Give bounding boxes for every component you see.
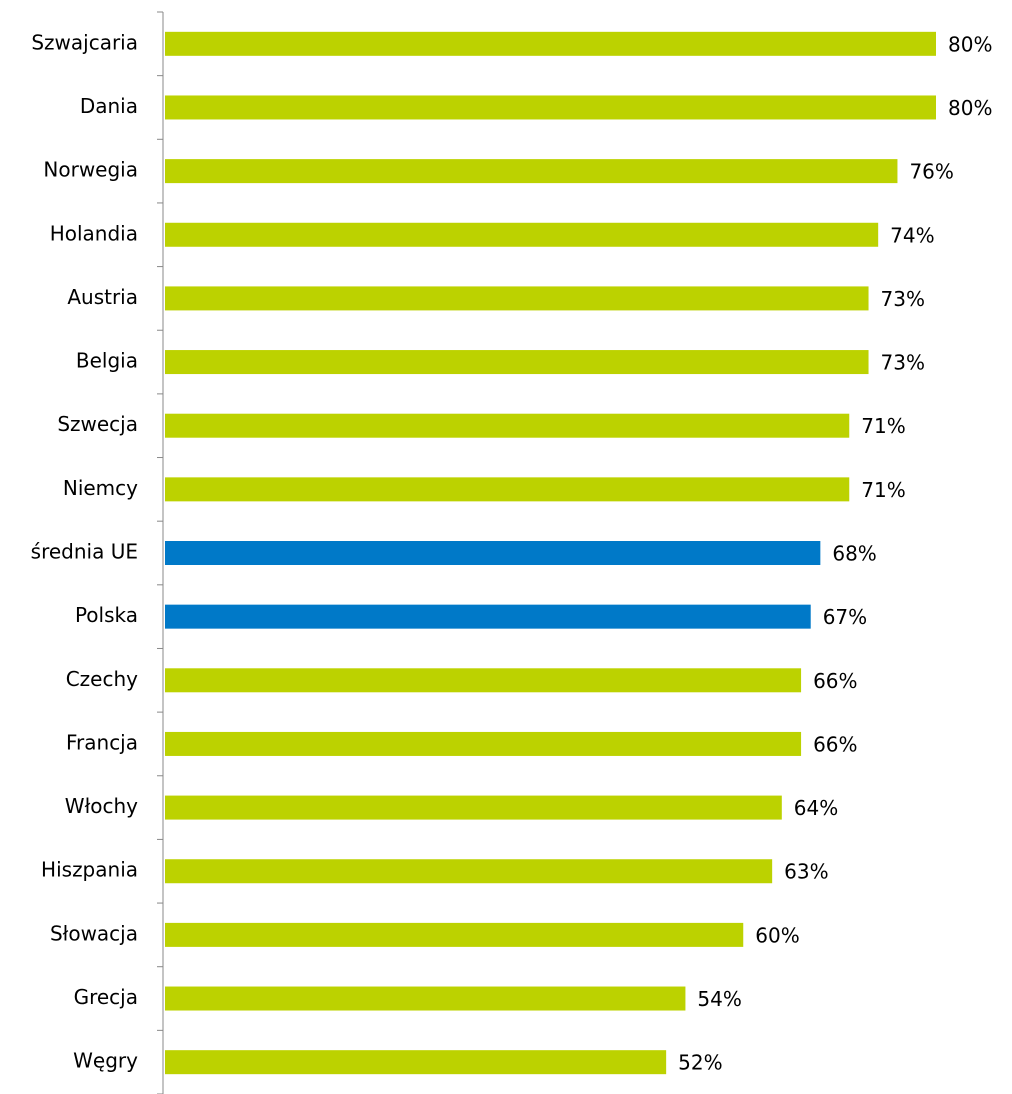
bar	[165, 859, 773, 884]
category-label: Czechy	[66, 667, 138, 691]
category-label: Grecja	[74, 985, 138, 1009]
category-label: Hiszpania	[41, 858, 138, 882]
category-label: Norwegia	[43, 158, 138, 182]
category-label: Austria	[67, 285, 138, 309]
bar	[165, 604, 811, 629]
bar	[165, 795, 782, 820]
value-label: 54%	[697, 987, 741, 1011]
category-label: Szwajcaria	[31, 30, 138, 54]
category-label: Dania	[80, 94, 138, 118]
value-label: 74%	[890, 223, 934, 247]
value-label: 80%	[948, 96, 992, 120]
bar	[165, 477, 850, 502]
bar	[165, 286, 869, 311]
category-label: Holandia	[50, 221, 138, 245]
category-label: średnia UE	[31, 540, 138, 564]
value-label: 73%	[881, 287, 925, 311]
bar	[165, 541, 821, 565]
bar	[165, 31, 936, 56]
bar	[165, 413, 850, 438]
bar	[165, 986, 686, 1011]
value-label: 80%	[948, 32, 992, 56]
category-label: Słowacja	[50, 921, 138, 945]
bar	[165, 668, 802, 693]
category-label: Francja	[66, 730, 138, 754]
category-label: Belgia	[76, 349, 138, 373]
bar	[165, 95, 936, 120]
bar	[165, 1050, 667, 1075]
bar	[165, 922, 744, 947]
value-label: 71%	[861, 414, 905, 438]
value-label: 60%	[755, 923, 799, 947]
value-label: 63%	[784, 860, 828, 884]
category-label: Polska	[75, 603, 138, 627]
value-label: 68%	[832, 542, 876, 566]
bar	[165, 350, 869, 375]
value-label: 66%	[813, 669, 857, 693]
value-label: 66%	[813, 732, 857, 756]
bar	[165, 731, 802, 756]
bar	[165, 159, 898, 184]
category-label: Włochy	[65, 794, 138, 818]
value-label: 52%	[678, 1051, 722, 1075]
category-label: Niemcy	[63, 476, 138, 500]
value-label: 67%	[823, 605, 867, 629]
category-label: Szwecja	[57, 412, 138, 436]
bar	[165, 222, 879, 247]
value-label: 76%	[909, 160, 953, 184]
value-label: 73%	[881, 351, 925, 375]
value-label: 71%	[861, 478, 905, 502]
value-label: 64%	[794, 796, 838, 820]
category-label: Węgry	[73, 1049, 138, 1073]
